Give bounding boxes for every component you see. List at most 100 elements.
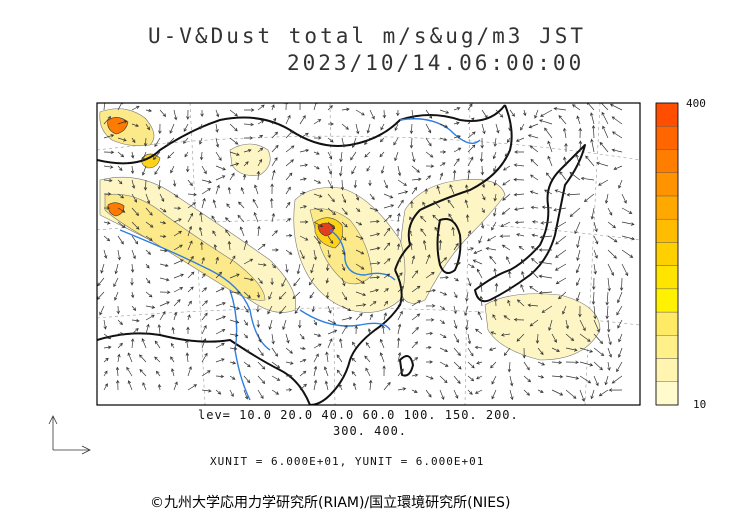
wind-arrow: [480, 221, 485, 229]
wind-arrow: [593, 305, 597, 320]
wind-arrow: [285, 186, 291, 195]
wind-arrow: [215, 256, 219, 265]
wind-arrow: [408, 229, 413, 237]
wind-arrow: [520, 284, 525, 293]
wind-arrow: [508, 123, 512, 132]
wind-arrow: [186, 109, 190, 120]
wind-arrow: [516, 233, 525, 237]
wind-arrow: [439, 137, 448, 142]
wind-arrow: [379, 151, 385, 158]
wind-arrow: [467, 333, 472, 345]
wind-arrow: [520, 123, 525, 131]
wind-arrow: [529, 145, 539, 153]
wind-arrow: [411, 165, 420, 173]
wind-arrow: [215, 137, 220, 148]
wind-arrow: [341, 316, 353, 321]
wind-arrow: [593, 263, 597, 275]
wind-arrow: [364, 137, 371, 145]
wind-arrow: [368, 180, 372, 187]
wind-arrow: [243, 122, 255, 127]
wind-arrow: [229, 346, 238, 351]
wind-arrow: [229, 389, 234, 398]
wind-arrow: [257, 147, 264, 153]
wind-arrow: [341, 123, 349, 130]
wind-arrow: [439, 257, 448, 265]
wind-arrow: [506, 137, 511, 143]
wind-arrow: [341, 193, 347, 204]
wind-arrow: [211, 215, 217, 223]
wind-arrow: [592, 277, 596, 290]
wind-arrow: [145, 314, 155, 321]
wind-arrow: [239, 226, 245, 237]
wind-arrow: [379, 137, 385, 143]
wind-arrow: [383, 300, 389, 307]
wind-arrow: [619, 277, 624, 292]
wind-arrow: [126, 366, 133, 377]
wind-arrow: [529, 190, 539, 195]
wind-arrow: [145, 263, 150, 269]
wind-arrow: [513, 177, 525, 182]
wind-arrow: [201, 389, 212, 393]
wind-arrow: [425, 164, 435, 168]
wind-arrow: [569, 171, 581, 181]
wind-arrow: [271, 230, 278, 237]
wind-arrow: [243, 389, 249, 400]
wind-arrow: [411, 313, 421, 321]
wind-arrow: [493, 267, 497, 279]
wind-arrow: [351, 137, 357, 149]
wind-arrow: [596, 161, 609, 167]
wind-arrow: [609, 103, 623, 111]
wind-arrow: [538, 119, 553, 125]
wind-arrow: [145, 291, 153, 298]
wind-arrow: [397, 298, 405, 307]
wind-arrow: [143, 137, 148, 147]
wind-arrow: [537, 347, 544, 356]
wind-arrow: [131, 305, 137, 311]
wind-arrow: [201, 197, 206, 209]
wind-arrow: [339, 338, 343, 349]
wind-arrow: [268, 291, 273, 300]
wind-arrow: [576, 115, 581, 125]
wind-arrow: [313, 353, 319, 363]
wind-arrow: [299, 163, 309, 167]
wind-arrow: [508, 285, 512, 293]
wind-arrow: [611, 148, 623, 153]
wind-arrow: [285, 145, 295, 153]
wind-arrow: [547, 140, 553, 153]
wind-arrow: [257, 243, 266, 251]
wind-arrow: [355, 193, 360, 201]
wind-arrow: [243, 361, 251, 368]
wind-arrow: [396, 337, 401, 349]
wind-arrow: [425, 271, 435, 279]
wind-arrow: [383, 312, 387, 321]
wind-arrow: [299, 191, 306, 195]
wind-arrow: [529, 319, 539, 327]
colorbar-segment: [655, 195, 679, 220]
wind-arrow: [538, 248, 553, 252]
wind-arrow: [117, 235, 124, 245]
wind-arrow: [103, 178, 113, 183]
wind-arrow: [187, 384, 198, 391]
wind-arrow: [397, 165, 402, 177]
wind-arrow: [409, 123, 414, 135]
wind-arrow: [215, 342, 225, 349]
wind-arrow: [425, 318, 435, 322]
wind-arrow: [409, 242, 413, 251]
wind-arrow: [215, 315, 226, 321]
wind-arrow: [130, 165, 135, 175]
wind-arrow: [397, 199, 404, 209]
wind-arrow: [285, 347, 293, 354]
wind-arrow: [566, 193, 581, 197]
wind-arrow: [593, 347, 605, 357]
wind-arrow: [159, 207, 167, 213]
wind-arrow: [313, 221, 324, 228]
wind-arrow: [99, 305, 105, 316]
wind-arrow: [514, 220, 525, 225]
wind-arrow: [170, 165, 175, 174]
wind-arrow: [555, 277, 567, 285]
wind-arrow: [523, 109, 527, 117]
wind-arrow: [453, 305, 457, 315]
wind-arrow: [114, 263, 119, 275]
wind-arrow: [271, 117, 277, 125]
